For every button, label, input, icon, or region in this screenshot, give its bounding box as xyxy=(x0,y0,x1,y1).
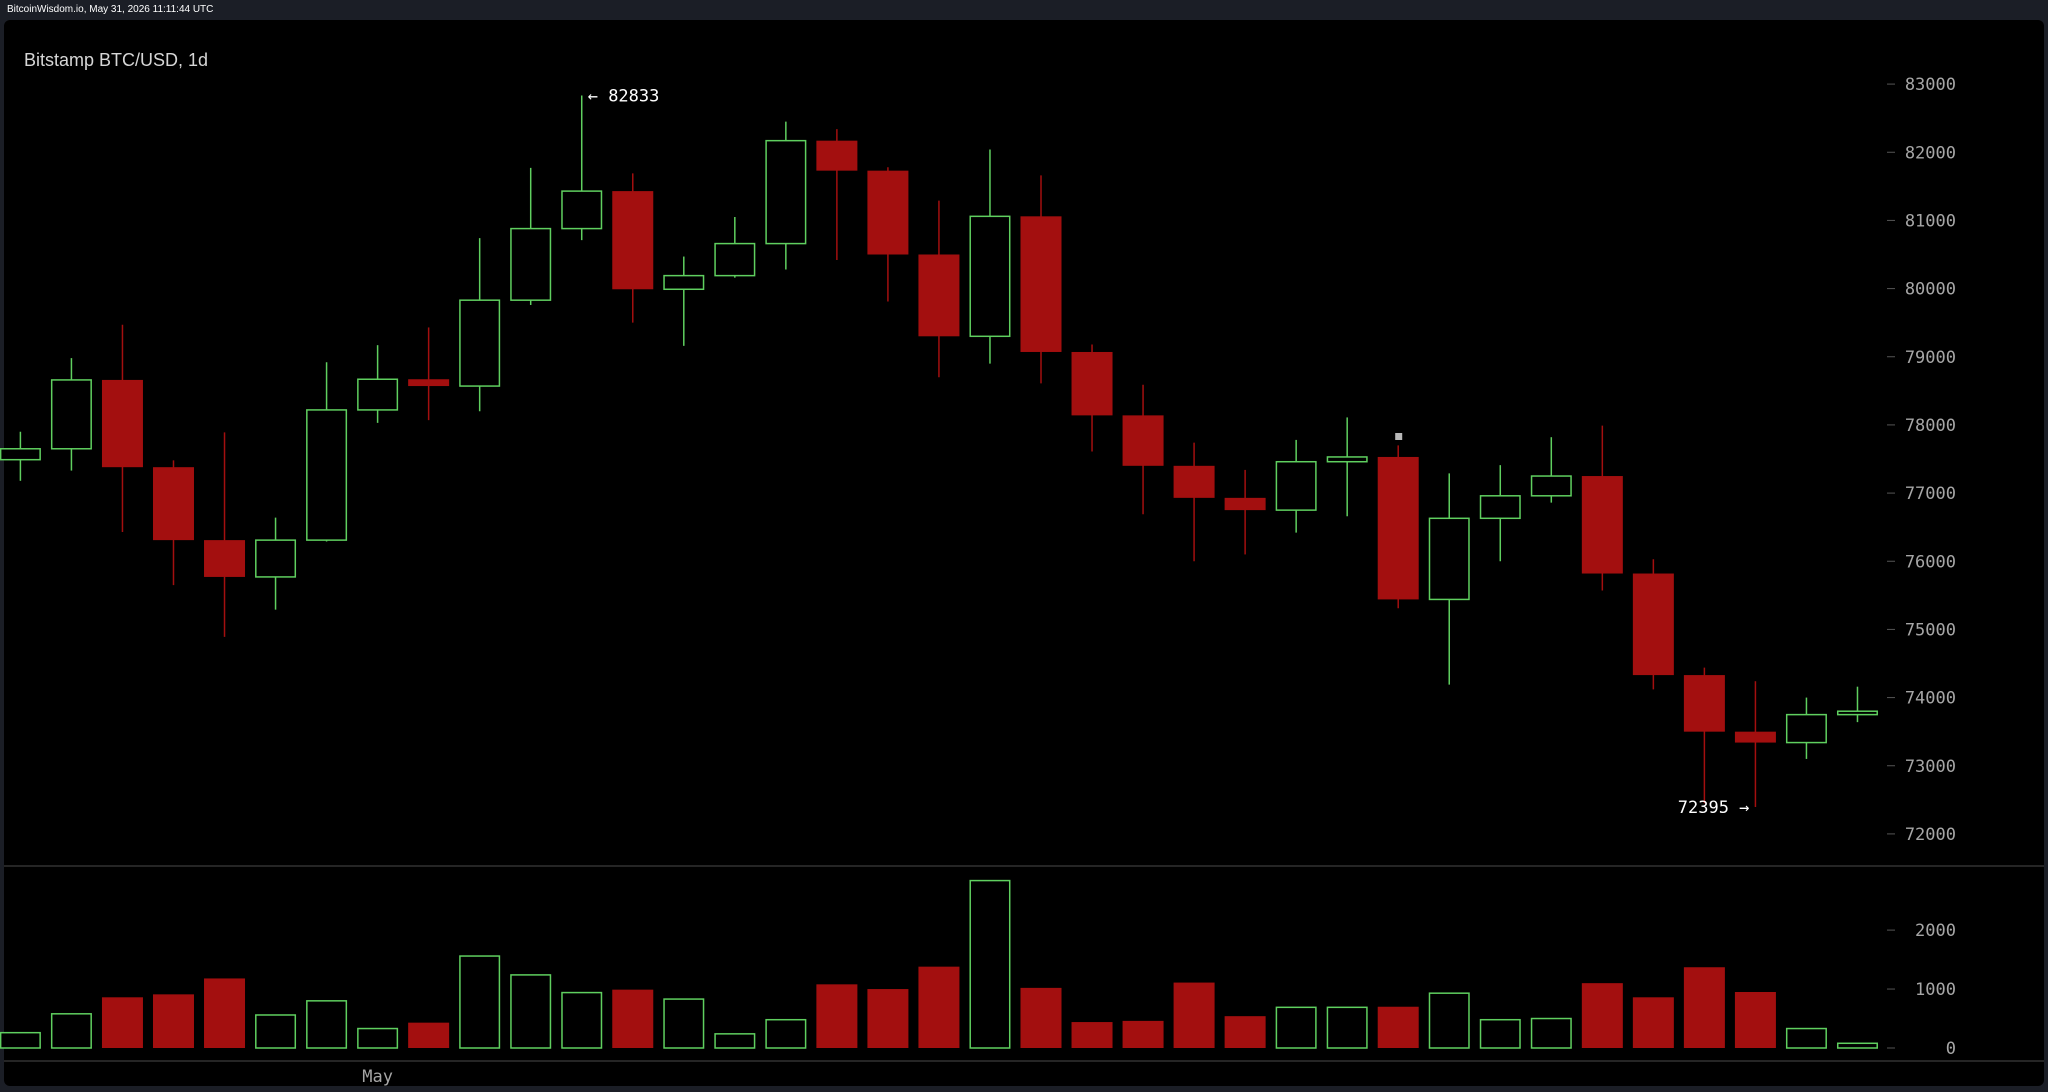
volume-bar-down xyxy=(408,1022,450,1048)
volume-bar-up xyxy=(255,1014,297,1049)
price-tick-label: 82000 xyxy=(1905,143,1956,163)
candle-body-up xyxy=(663,274,705,291)
candle-body-up xyxy=(1428,517,1470,601)
volume-bar-down xyxy=(1173,982,1215,1048)
candle-body-up xyxy=(1836,710,1878,716)
volume-tick-label: 1000 xyxy=(1915,980,1956,1000)
volume-bar-up xyxy=(1836,1042,1878,1049)
volume-bar-up xyxy=(306,1000,348,1049)
candle-body-up xyxy=(459,299,501,387)
candle-body-up xyxy=(1530,475,1572,497)
chart-panel[interactable]: Bitstamp BTC/USD, 1d xyxy=(4,20,2044,1086)
volume-bar-up xyxy=(1479,1018,1521,1049)
candle-body-down xyxy=(1581,476,1623,574)
volume-bar-down xyxy=(1071,1022,1113,1048)
candle-body-down xyxy=(612,191,654,290)
marker-square xyxy=(1395,433,1403,440)
candle-body-down xyxy=(918,254,960,337)
volume-tick-label: 2000 xyxy=(1915,921,1956,941)
volume-bar-down xyxy=(1377,1006,1419,1048)
candle-body-up xyxy=(1479,495,1521,520)
candle-body-down xyxy=(1632,573,1674,676)
price-tick-label: 73000 xyxy=(1905,757,1956,777)
price-tick-label: 80000 xyxy=(1905,280,1956,300)
volume-bar-up xyxy=(1326,1006,1368,1049)
volume-bar-down xyxy=(1224,1016,1266,1048)
candle-body-down xyxy=(1071,351,1113,416)
candle-body-up xyxy=(561,190,603,230)
x-tick-label: May xyxy=(362,1067,393,1087)
volume-bar-down xyxy=(1122,1020,1164,1048)
price-tick-label: 72000 xyxy=(1905,825,1956,845)
candle-body-up xyxy=(510,227,552,301)
volume-bar-up xyxy=(714,1033,756,1049)
price-tick-label: 77000 xyxy=(1905,484,1956,504)
candle-body-down xyxy=(1122,415,1164,466)
candle-body-down xyxy=(408,379,450,387)
candle-body-down xyxy=(204,540,246,577)
candle-body-down xyxy=(816,140,858,171)
chart-title: Bitstamp BTC/USD, 1d xyxy=(24,50,209,70)
volume-bar-down xyxy=(1020,987,1062,1048)
candle-body-up xyxy=(1326,456,1368,463)
candle-body-up xyxy=(50,379,92,450)
volume-bar-up xyxy=(1428,992,1470,1049)
volume-bar-down xyxy=(816,984,858,1048)
volume-bar-down xyxy=(101,997,143,1048)
candle-body-down xyxy=(1020,216,1062,352)
volume-bar-up xyxy=(510,974,552,1049)
volume-bar-down xyxy=(1734,992,1776,1048)
volume-bar-down xyxy=(918,966,960,1048)
volume-bar-down xyxy=(1683,967,1725,1048)
volume-bar-up xyxy=(765,1018,807,1049)
candle-body-down xyxy=(1224,497,1266,511)
status-line: BitcoinWisdom.io, May 31, 2026 11:11:44 … xyxy=(7,4,214,15)
candle-body-up xyxy=(255,539,297,578)
high-annotation: ← 82833 xyxy=(588,86,660,106)
candle-body-down xyxy=(101,379,143,468)
candle-body-up xyxy=(714,242,756,277)
volume-bar-up xyxy=(1530,1017,1572,1049)
volume-tick-label: 0 xyxy=(1946,1039,1956,1059)
candle-body-down xyxy=(1377,456,1419,600)
price-tick-label: 75000 xyxy=(1905,620,1956,640)
price-tick-label: 76000 xyxy=(1905,552,1956,572)
price-tick-label: 81000 xyxy=(1905,211,1956,231)
volume-bar-up xyxy=(1785,1027,1827,1049)
volume-bar-down xyxy=(152,994,194,1048)
volume-bar-down xyxy=(1581,983,1623,1048)
volume-bar-up xyxy=(969,879,1011,1049)
candle-body-down xyxy=(1683,675,1725,732)
candle-body-down xyxy=(1734,731,1776,743)
candle-body-up xyxy=(0,448,41,461)
volume-bar-down xyxy=(612,989,654,1048)
price-tick-label: 79000 xyxy=(1905,348,1956,368)
low-annotation: 72395 → xyxy=(1678,798,1750,818)
price-tick-label: 78000 xyxy=(1905,416,1956,436)
candle-body-down xyxy=(1173,465,1215,498)
candle-body-down xyxy=(152,467,194,541)
volume-bar-up xyxy=(50,1013,92,1049)
candle-body-up xyxy=(1275,460,1317,511)
volume-bar-up xyxy=(357,1027,399,1049)
volume-bar-up xyxy=(663,998,705,1049)
volume-bar-up xyxy=(561,991,603,1049)
candle-body-up xyxy=(306,409,348,541)
volume-bar-down xyxy=(204,978,246,1048)
volume-bar-up xyxy=(459,955,501,1049)
candle-body-up xyxy=(765,139,807,245)
volume-bar-down xyxy=(1632,997,1674,1048)
top-status-bar: BitcoinWisdom.io, May 31, 2026 11:11:44 … xyxy=(0,0,2048,20)
price-tick-label: 83000 xyxy=(1905,75,1956,95)
volume-bar-up xyxy=(1275,1006,1317,1049)
price-tick-label: 74000 xyxy=(1905,689,1956,709)
candle-body-down xyxy=(867,170,909,255)
candle-body-up xyxy=(969,215,1011,338)
volume-bar-down xyxy=(867,989,909,1048)
candle-body-up xyxy=(357,378,399,411)
volume-bar-up xyxy=(0,1031,41,1049)
candle-body-up xyxy=(1785,713,1827,744)
